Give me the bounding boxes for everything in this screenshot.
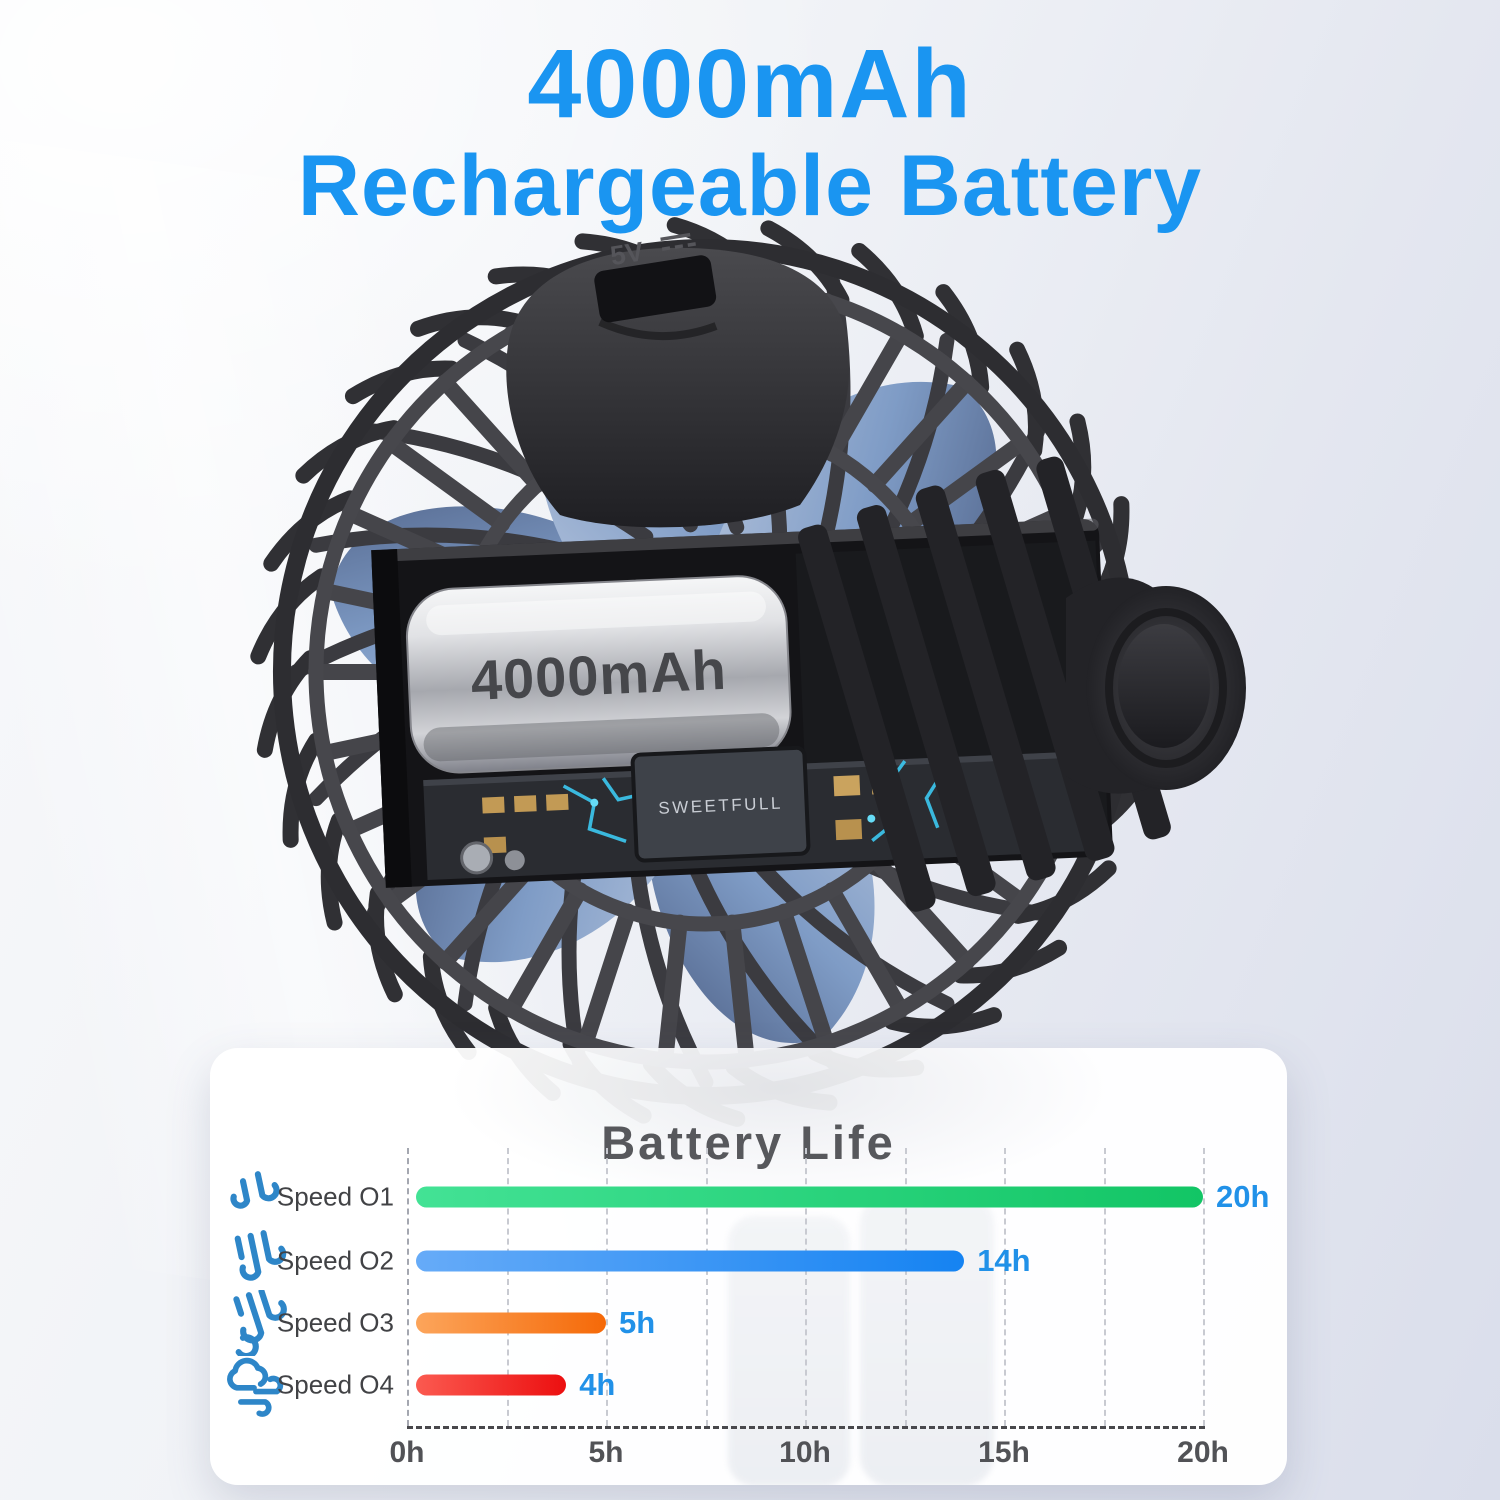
breeze-1-icon	[230, 1171, 280, 1209]
x-tick-0h: 0h	[389, 1436, 425, 1469]
port-voltage-label: 5V	[608, 236, 645, 271]
category-label: Speed O2	[276, 1245, 394, 1276]
clip-ghost	[860, 1194, 994, 1485]
dc-power-icon	[660, 232, 696, 251]
chart-row-speed-o1: Speed O1 20h	[210, 1161, 1287, 1233]
cutaway-section: 4000mAh SWEETFULL	[371, 456, 1171, 912]
wind-cloud-icon	[227, 1357, 284, 1417]
x-tick-20h: 20h	[1177, 1436, 1229, 1469]
headline: 4000mAh Rechargeable Battery	[0, 29, 1500, 235]
chart-row-speed-o2: Speed O2 14h	[210, 1225, 1287, 1297]
category-label: Speed O4	[276, 1369, 394, 1400]
bar-speed-o4	[416, 1374, 567, 1396]
x-tick-5h: 5h	[588, 1436, 624, 1469]
value-label: 4h	[579, 1367, 616, 1402]
charging-port	[594, 255, 717, 323]
battery-cell: 4000mAh	[405, 575, 792, 774]
side-knob	[1066, 577, 1246, 794]
chart-title: Battery Life	[601, 1116, 896, 1169]
battery-life-chart: Battery Life Speed O1 20h Speed O2 14h	[210, 1048, 1287, 1485]
breeze-2-icon	[234, 1230, 287, 1281]
bar-speed-o3	[416, 1312, 606, 1334]
capacitor	[460, 841, 494, 875]
motor-housing: 5V	[506, 232, 850, 528]
x-axis-line	[407, 1426, 1205, 1429]
category-label: Speed O1	[276, 1181, 394, 1212]
breeze-3-icon	[233, 1290, 287, 1356]
headline-capacity: 4000mAh	[527, 29, 973, 138]
headline-battery: Rechargeable Battery	[297, 138, 1203, 234]
bar-speed-o1	[416, 1186, 1203, 1208]
chart-row-speed-o4: Speed O4 4h	[210, 1349, 1287, 1421]
x-tick-10h: 10h	[779, 1436, 831, 1469]
battery-life-card: Battery Life Speed O1 20h Speed O2 14h	[210, 1048, 1287, 1485]
circuit-board: SWEETFULL	[423, 745, 1099, 881]
category-label: Speed O3	[276, 1307, 394, 1338]
bar-speed-o2	[416, 1250, 965, 1272]
battery-capacity-label: 4000mAh	[469, 638, 728, 712]
value-label: 14h	[977, 1243, 1031, 1278]
x-tick-15h: 15h	[978, 1436, 1030, 1469]
controller-chip	[630, 745, 811, 863]
value-label: 20h	[1216, 1179, 1270, 1214]
value-label: 5h	[619, 1305, 656, 1340]
chart-row-speed-o3: Speed O3 5h	[210, 1287, 1287, 1359]
